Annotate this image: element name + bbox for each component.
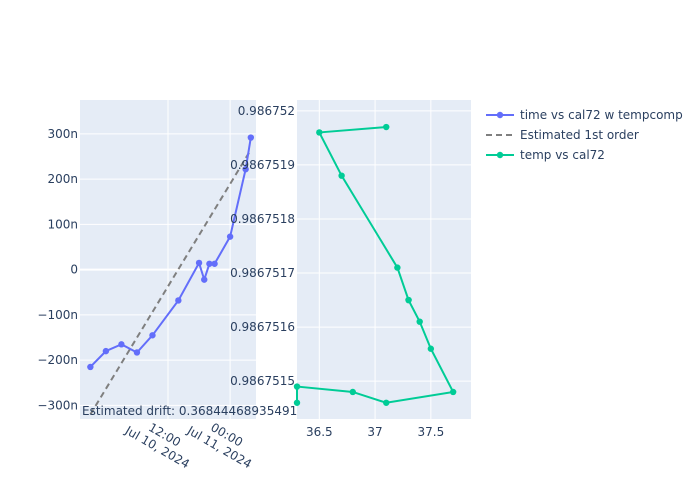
legend-swatch-marker bbox=[496, 111, 504, 119]
data-point bbox=[201, 276, 208, 283]
data-point bbox=[427, 345, 435, 352]
y-tick-label: 300n bbox=[47, 127, 78, 141]
data-point bbox=[405, 296, 412, 304]
plot-area bbox=[297, 100, 471, 419]
series-temp-vs-cal72-line bbox=[296, 126, 455, 404]
legend-item: time vs cal72 w tempcomp bbox=[486, 108, 683, 122]
y-tick-label: 200n bbox=[47, 172, 78, 186]
legend-item: Estimated 1st order bbox=[486, 128, 639, 142]
y-tick-label: −200n bbox=[37, 353, 78, 367]
legend-item: temp vs cal72 bbox=[486, 148, 605, 162]
data-point bbox=[102, 347, 110, 355]
data-point bbox=[316, 129, 323, 136]
y-tick-label: 0.9867516 bbox=[230, 320, 295, 334]
data-point bbox=[206, 260, 213, 267]
data-point bbox=[133, 349, 141, 356]
y-tick-label: 0.986752 bbox=[238, 104, 295, 118]
legend: time vs cal72 w tempcomp Estimated 1st or… bbox=[486, 108, 683, 162]
data-point bbox=[226, 233, 234, 240]
temperature-subplot: 36.5 37 37.5 0.9867515 0.9867516 0.9867517 0.9… bbox=[230, 100, 471, 439]
x-tick-label: 12:00Jul 10, 2024 bbox=[122, 410, 199, 471]
data-point bbox=[293, 399, 301, 406]
y-tick-label: 0.9867515 bbox=[230, 374, 295, 388]
data-point bbox=[175, 297, 182, 304]
data-point bbox=[118, 341, 125, 348]
series-estimated-1st-order bbox=[89, 149, 252, 415]
data-point bbox=[211, 260, 218, 267]
y-tick-label: 100n bbox=[47, 217, 78, 231]
data-point bbox=[349, 388, 356, 396]
data-point bbox=[195, 259, 203, 267]
x-tick-label: 36.5 bbox=[306, 425, 333, 439]
y-tick-label: −100n bbox=[37, 308, 78, 322]
y-tick-label: −300n bbox=[37, 398, 78, 412]
data-point bbox=[338, 172, 345, 179]
data-point bbox=[449, 388, 457, 396]
y-tick-label: 0.9867517 bbox=[230, 266, 295, 280]
legend-label: time vs cal72 w tempcomp bbox=[520, 108, 683, 122]
x-tick-label: 00:00Jul 11, 2024 bbox=[184, 410, 261, 471]
data-point bbox=[149, 332, 156, 339]
data-point bbox=[242, 166, 249, 173]
data-point bbox=[247, 134, 255, 141]
y-tick-label: 0.9867519 bbox=[230, 158, 295, 172]
data-point bbox=[293, 383, 301, 390]
data-point bbox=[383, 123, 390, 131]
legend-label: temp vs cal72 bbox=[520, 148, 605, 162]
x-tick-label: 37.5 bbox=[417, 425, 444, 439]
data-point bbox=[87, 363, 94, 371]
y-tick-label: 0.9867518 bbox=[230, 212, 295, 226]
data-point bbox=[383, 399, 390, 406]
x-tick-label: 37 bbox=[367, 425, 382, 439]
y-tick-label: 0 bbox=[70, 263, 78, 277]
legend-swatch-marker bbox=[496, 151, 504, 159]
data-point bbox=[416, 318, 423, 325]
time-drift-subplot: −300n −200n −100n 0 100n 200n 300n 12:00Jul 10,… bbox=[37, 100, 373, 471]
legend-label: Estimated 1st order bbox=[520, 128, 639, 142]
data-point bbox=[394, 264, 401, 271]
